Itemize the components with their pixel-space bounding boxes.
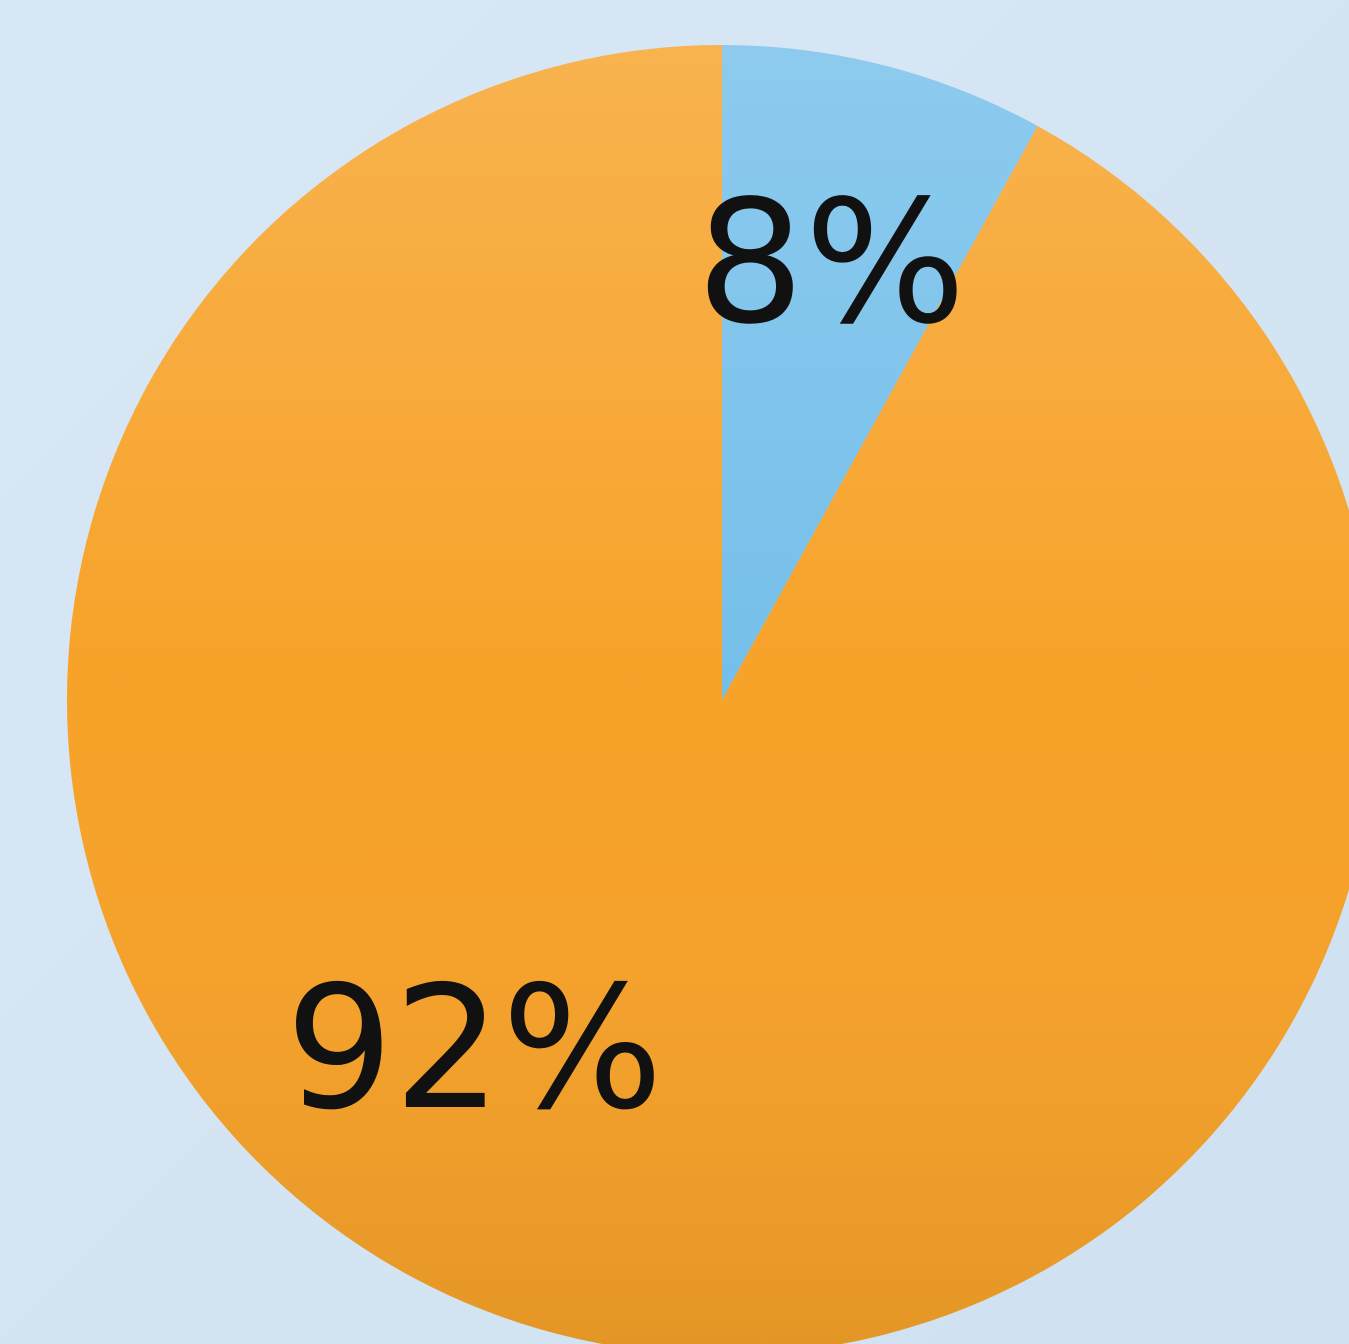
data-label: 8% xyxy=(696,164,966,362)
data-label: 92% xyxy=(285,950,663,1148)
